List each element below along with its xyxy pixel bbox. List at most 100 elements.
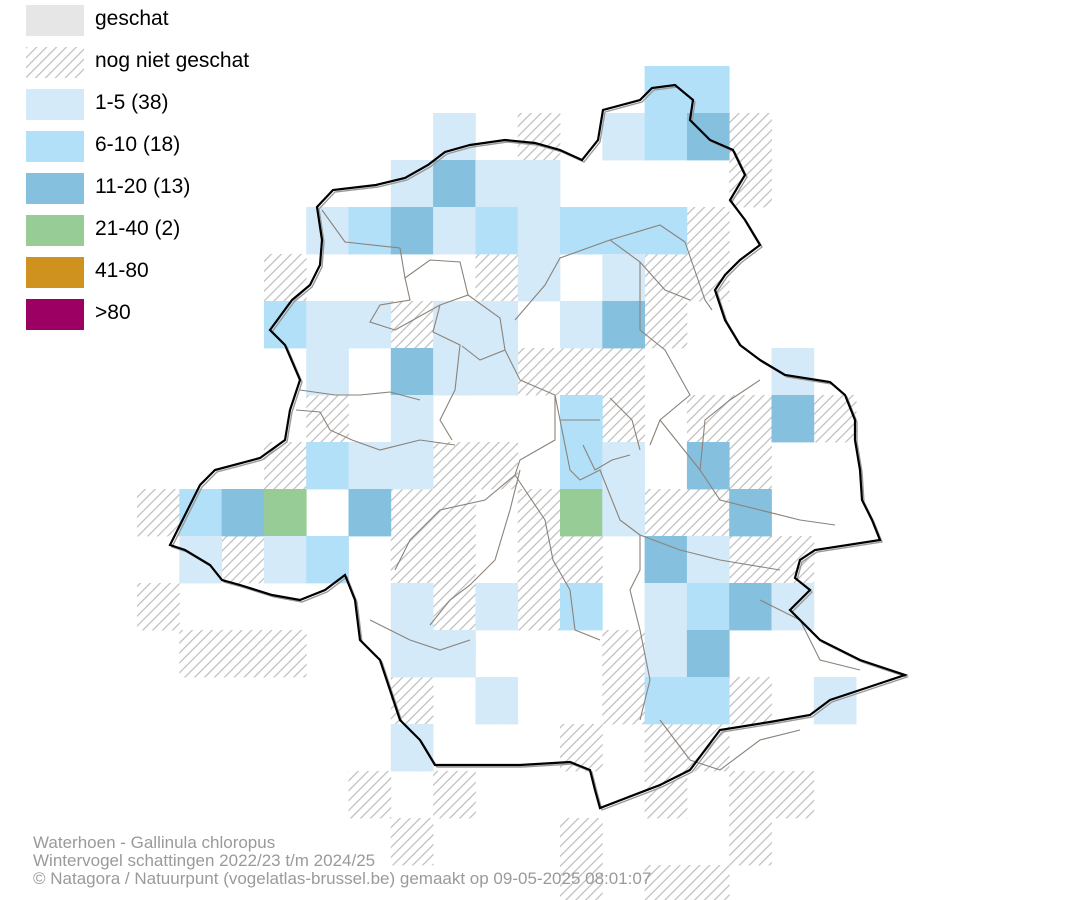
grid-cell-c3	[729, 583, 772, 631]
grid-cell-c1	[306, 207, 349, 255]
not-surveyed-cell	[771, 771, 815, 819]
legend-label-not-surveyed: nog niet geschat	[95, 49, 250, 72]
legend-swatch-surveyed	[26, 5, 84, 36]
legend-swatch-1-5	[26, 89, 84, 120]
not-surveyed-cell	[686, 395, 730, 443]
grid-cell-c1	[433, 113, 476, 161]
not-surveyed-cell	[560, 818, 603, 866]
grid-cell-c1	[433, 301, 476, 349]
grid-cell-c2	[306, 536, 349, 584]
dataset-description: Wintervogel schattingen 2022/23 t/m 2024…	[33, 851, 376, 870]
grid-cell-c4	[263, 489, 307, 537]
not-surveyed-cell	[433, 583, 476, 631]
grid-cell-c1	[433, 207, 476, 255]
not-surveyed-cell	[560, 348, 603, 396]
not-surveyed-cell	[179, 630, 222, 678]
legend-label-6-10: 6-10 (18)	[95, 133, 181, 156]
grid-cell-c1	[348, 442, 392, 490]
grid-cell-c3	[771, 395, 815, 443]
not-surveyed-cell	[517, 583, 561, 631]
not-surveyed-cell	[686, 865, 730, 900]
grid-cell-c2	[644, 677, 688, 725]
grid-cell-c4	[560, 489, 603, 537]
legend-label-1-5: 1-5 (38)	[95, 91, 169, 114]
legend-label-21-40: 21-40 (2)	[95, 217, 181, 240]
grid-cell-c1	[602, 489, 645, 537]
grid-cell-c2	[306, 442, 349, 490]
not-surveyed-cell	[813, 395, 857, 443]
not-surveyed-cell	[390, 536, 434, 584]
not-surveyed-cell	[137, 489, 180, 537]
legend-swatch-41-80	[26, 257, 84, 288]
not-surveyed-cell	[644, 489, 688, 537]
not-surveyed-cell	[771, 536, 815, 584]
not-surveyed-cell	[729, 442, 772, 490]
grid-cell-c1	[644, 630, 688, 678]
not-surveyed-cell	[475, 442, 519, 490]
grid-cell-c1	[390, 160, 434, 208]
grid-cell-c2	[560, 207, 603, 255]
not-surveyed-cell	[729, 536, 772, 584]
grid-cell-c1	[475, 348, 519, 396]
not-surveyed-cell	[517, 113, 561, 161]
not-surveyed-cell	[433, 489, 476, 537]
grid-cell-c1	[390, 583, 434, 631]
grid-cell-c2	[348, 207, 392, 255]
not-surveyed-cell	[602, 677, 645, 725]
abundance-cells	[179, 66, 857, 772]
not-surveyed-cell	[560, 724, 603, 772]
not-surveyed-cell	[517, 489, 561, 537]
not-surveyed-cell	[348, 771, 392, 819]
not-surveyed-cell	[433, 442, 476, 490]
grid-cell-c2	[560, 395, 603, 443]
grid-cell-c1	[475, 160, 519, 208]
grid-cell-c3	[390, 207, 434, 255]
not-surveyed-cell	[602, 348, 645, 396]
region-outline	[168, 83, 909, 810]
legend-swatch-6-10	[26, 131, 84, 162]
not-surveyed-cell	[686, 207, 730, 255]
not-surveyed-cell	[433, 771, 476, 819]
copyright-line: © Natagora / Natuurpunt (vogelatlas-brus…	[33, 869, 652, 888]
not-surveyed-cell	[644, 301, 688, 349]
not-surveyed-cell	[602, 630, 645, 678]
species-name: Waterhoen - Gallinula chloropus	[33, 833, 276, 852]
not-surveyed-cell	[560, 865, 603, 900]
legend-label-surveyed: geschat	[95, 7, 169, 30]
grid-cell-c1	[433, 630, 476, 678]
grid-cell-c1	[517, 254, 561, 302]
not-surveyed-cell	[560, 536, 603, 584]
grid-cell-c2	[644, 113, 688, 161]
grid-cell-c1	[602, 442, 645, 490]
map-credits: Waterhoen - Gallinula chloropus Wintervo…	[33, 834, 651, 888]
not-surveyed-cell	[602, 395, 645, 443]
not-surveyed-cell	[390, 301, 434, 349]
not-surveyed-cell	[433, 536, 476, 584]
grid-cell-c3	[221, 489, 265, 537]
not-surveyed-cell	[517, 536, 561, 584]
not-surveyed-cell	[644, 865, 688, 900]
not-surveyed-cell	[729, 160, 772, 208]
not-surveyed-cell	[686, 489, 730, 537]
grid-cell-c1	[433, 348, 476, 396]
grid-cell-c2	[560, 583, 603, 631]
grid-cell-c1	[517, 207, 561, 255]
grid-cell-c1	[602, 254, 645, 302]
grid-cell-c1	[517, 160, 561, 208]
not-surveyed-cell	[644, 254, 688, 302]
not-surveyed-cell	[517, 348, 561, 396]
grid-cell-c2	[686, 677, 730, 725]
not-surveyed-cell	[729, 395, 772, 443]
not-surveyed-cell	[729, 113, 772, 161]
not-surveyed-cells	[137, 113, 857, 900]
legend-swatch-11-20	[26, 173, 84, 204]
not-surveyed-cell	[263, 630, 307, 678]
grid-cell-c1	[306, 348, 349, 396]
legend-label-over-80: >80	[95, 301, 131, 324]
not-surveyed-cell	[221, 630, 265, 678]
not-surveyed-cell	[644, 771, 688, 819]
grid-cell-c3	[644, 536, 688, 584]
grid-cell-c1	[390, 630, 434, 678]
not-surveyed-cell	[729, 771, 772, 819]
